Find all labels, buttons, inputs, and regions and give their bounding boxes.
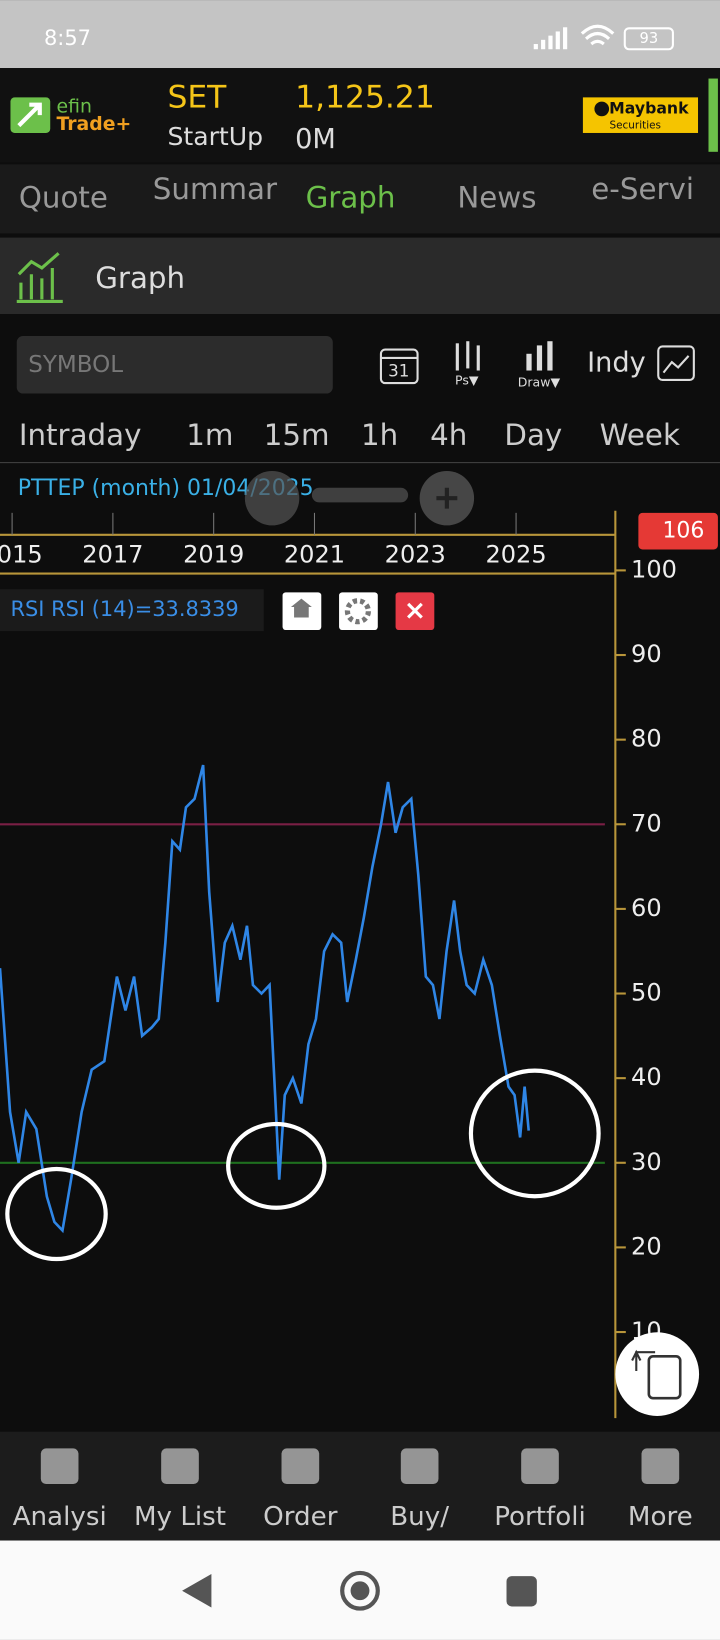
ps-icon[interactable] (455, 341, 480, 371)
nav-icon (40, 1448, 79, 1485)
market: SET (167, 79, 227, 115)
tab[interactable]: Graph (306, 180, 396, 214)
indy-icon[interactable] (657, 345, 695, 381)
interval[interactable]: 1m (186, 418, 233, 452)
status-strip (708, 78, 718, 152)
wifi-icon (580, 24, 615, 46)
price-badge-label: 106 (662, 519, 704, 544)
battery-icon (623, 27, 674, 51)
series-name: RSI (10, 597, 44, 621)
symbol-input[interactable] (16, 335, 333, 394)
tab[interactable]: e-Servi (591, 172, 694, 206)
indy-label[interactable]: Indy (587, 348, 646, 379)
recents-button[interactable] (506, 1576, 537, 1607)
broker-emblem (594, 101, 610, 117)
sub-market: StartUp (167, 122, 263, 151)
nav-icon (161, 1448, 199, 1485)
rotate-button[interactable] (615, 1332, 700, 1416)
rotate-arrow (631, 1349, 656, 1371)
ps-label: Ps▼ (455, 372, 479, 387)
rotate-icon (647, 1355, 682, 1400)
signal-icon (533, 27, 568, 50)
y-tick-label: 30 (631, 1148, 662, 1176)
y-tick-label: 50 (631, 979, 662, 1007)
intervals: Intraday 1m 15m 1h 4h Day Week (19, 418, 680, 452)
home-button[interactable] (340, 1570, 380, 1611)
y-tick-label: 40 (631, 1063, 662, 1091)
interval[interactable]: Week (600, 418, 680, 452)
indy-icon-line (662, 355, 690, 374)
broker-name: Maybank (609, 98, 689, 117)
interval[interactable]: 4h (430, 418, 467, 452)
nav-icon (641, 1448, 680, 1485)
draw-icon[interactable] (526, 341, 553, 371)
settings-button[interactable] (339, 592, 378, 631)
interval[interactable]: Intraday (19, 418, 142, 452)
y-tick-label: 80 (631, 725, 662, 753)
back-button[interactable] (182, 1574, 212, 1608)
bottom-nav (0, 1431, 720, 1541)
zoom-out-button[interactable] (244, 470, 300, 526)
nav-label[interactable]: Order (263, 1502, 338, 1532)
y-tick-label: 70 (631, 809, 662, 837)
graph-icon (16, 252, 63, 304)
x-tick-label: 2021 (284, 541, 345, 569)
tab[interactable]: Summar (153, 172, 278, 206)
close-icon (407, 602, 423, 619)
move-up-icon (290, 598, 312, 618)
x-tick-label: 2017 (82, 541, 143, 569)
tab[interactable]: News (457, 180, 536, 214)
panel-title: Graph (95, 261, 185, 295)
indicator-label: RSI RSI (14)=33.8339 (10, 597, 238, 621)
brand-top: efin (57, 96, 92, 117)
nav-label[interactable]: My List (134, 1502, 226, 1532)
tabs: Quote Summar Graph News e-Servi (19, 172, 694, 214)
tab-bar (0, 164, 720, 234)
nav-icon (521, 1448, 559, 1485)
nav-label[interactable]: Portfoli (494, 1502, 586, 1532)
calendar-day: 31 (388, 361, 409, 381)
nav-items: Analysi My List Order Buy/Portfoli More (13, 1448, 693, 1532)
interval[interactable]: 15m (264, 418, 330, 452)
index-value: 1,125.21 (295, 79, 435, 115)
logo-arrow (17, 102, 42, 128)
broker-sub: Securities (609, 120, 661, 132)
nav-label[interactable]: Analysi (13, 1502, 107, 1532)
symbol-placeholder: SYMBOL (28, 352, 123, 378)
brand-bottom: Trade+ (57, 114, 132, 135)
y-tick-label: 20 (631, 1232, 662, 1260)
chart: 2015201720192021202320251020304050607080… (0, 510, 677, 1419)
interval[interactable]: Day (504, 418, 562, 452)
draw-label: Draw▼ (518, 375, 561, 390)
battery-level: 93 (640, 30, 659, 47)
nav-label[interactable]: Buy/ (390, 1502, 449, 1532)
clock: 8:57 (44, 26, 91, 50)
x-tick-label: 2019 (183, 541, 244, 569)
indicator-box (0, 589, 264, 632)
y-tick-label: 90 (631, 640, 662, 668)
volume: 0M (295, 124, 336, 155)
y-tick-label: 60 (631, 894, 662, 922)
panel-header (0, 237, 720, 315)
tab[interactable]: Quote (19, 180, 108, 214)
indicator-value: RSI (14)=33.8339 (51, 597, 239, 621)
calendar-button[interactable] (379, 348, 419, 385)
x-tick-label: 2025 (485, 541, 546, 569)
x-tick-label: 2015 (0, 541, 43, 569)
settings-icon (344, 598, 371, 625)
price-badge (638, 512, 718, 550)
rsi-line (0, 764, 531, 1234)
x-tick-label: 2023 (385, 541, 446, 569)
interval[interactable]: 1h (361, 418, 398, 452)
zoom-slider[interactable] (311, 487, 409, 503)
annotation-circles (5, 1068, 601, 1262)
nav-icon (400, 1448, 439, 1485)
zoom-in-icon (436, 487, 458, 509)
nav-icon (281, 1448, 320, 1485)
nav-label[interactable]: More (628, 1502, 693, 1532)
home-dot (350, 1581, 370, 1601)
y-tick-label: 100 (631, 555, 677, 583)
